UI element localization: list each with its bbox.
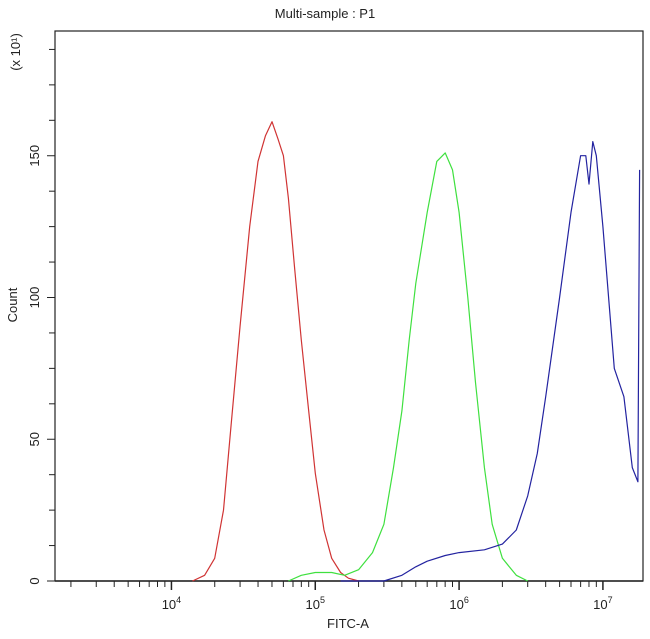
y-tick-label: 100 [27, 287, 42, 309]
y-tick-label: 150 [27, 145, 42, 167]
x-tick-label: 106 [449, 595, 468, 612]
chart-title: Multi-sample : P1 [275, 6, 375, 21]
histogram-series-1 [192, 121, 359, 582]
y-multiplier-label: (x 10¹) [8, 33, 23, 71]
y-axis-label: Count [5, 287, 20, 322]
y-tick-label: 50 [27, 432, 42, 446]
x-tick-label: 104 [162, 595, 181, 612]
plot-frame [54, 30, 644, 582]
x-axis-label: FITC-A [327, 616, 369, 631]
histogram-series-3 [340, 141, 641, 582]
x-tick-label: 105 [306, 595, 325, 612]
histogram-series-2 [288, 152, 528, 582]
x-tick-label: 107 [593, 595, 612, 612]
y-tick-label: 0 [27, 577, 42, 584]
